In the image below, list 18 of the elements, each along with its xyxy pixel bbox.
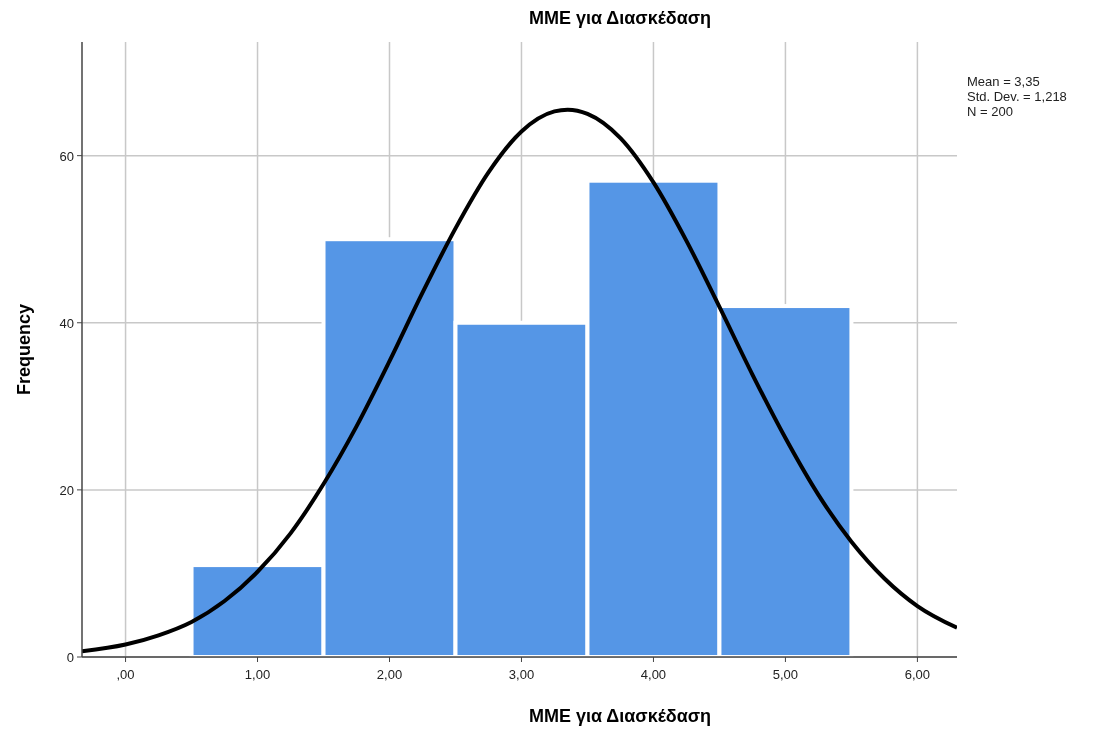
x-tick-label: ,00	[116, 667, 135, 682]
x-axis-title: MME για Διασκέδαση	[528, 706, 712, 726]
x-tick-label: 6,00	[904, 667, 931, 682]
line-series	[82, 107, 957, 654]
text: N = 200	[967, 104, 1013, 119]
text: Mean = 3,35	[967, 74, 1040, 89]
y-axis-title: Frequency	[14, 303, 34, 396]
x-tick-label: 4,00	[640, 667, 667, 682]
y-tick-label: 20	[59, 482, 74, 498]
y-tick-label: 40	[59, 315, 74, 331]
x-tick-label: 5,00	[772, 667, 799, 682]
y-tick-label: 60	[59, 148, 74, 164]
chart-title: MME για Διασκέδαση	[528, 8, 712, 28]
x-tick-label: 2,00	[376, 667, 403, 682]
x-tick-label: 1,00	[244, 667, 271, 682]
y-tick-label: 0	[66, 650, 74, 665]
x-tick-label: 3,00	[508, 667, 535, 682]
text: Std. Dev. = 1,218	[967, 89, 1067, 104]
